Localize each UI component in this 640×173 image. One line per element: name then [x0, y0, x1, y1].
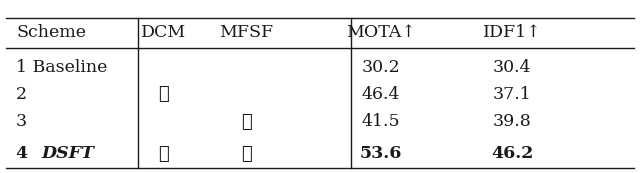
- Text: ✓: ✓: [158, 145, 168, 163]
- Text: 30.2: 30.2: [362, 59, 400, 76]
- Text: 3: 3: [16, 113, 27, 130]
- Text: MFSF: MFSF: [220, 24, 273, 41]
- Text: 46.4: 46.4: [362, 86, 400, 103]
- Text: 46.2: 46.2: [491, 145, 533, 162]
- Text: 37.1: 37.1: [493, 86, 531, 103]
- Text: IDF1↑: IDF1↑: [483, 24, 541, 41]
- Text: DCM: DCM: [141, 24, 186, 41]
- Text: ✓: ✓: [158, 85, 168, 103]
- Text: 41.5: 41.5: [362, 113, 400, 130]
- Text: 2: 2: [16, 86, 27, 103]
- Text: 53.6: 53.6: [360, 145, 402, 162]
- Text: MOTA↑: MOTA↑: [346, 24, 415, 41]
- Text: Scheme: Scheme: [16, 24, 86, 41]
- Text: 1 Baseline: 1 Baseline: [16, 59, 108, 76]
- Text: 30.4: 30.4: [493, 59, 531, 76]
- Text: 4: 4: [16, 145, 34, 162]
- Text: DSFT: DSFT: [42, 145, 95, 162]
- Text: ✓: ✓: [241, 113, 252, 131]
- Text: 39.8: 39.8: [493, 113, 531, 130]
- Text: ✓: ✓: [241, 145, 252, 163]
